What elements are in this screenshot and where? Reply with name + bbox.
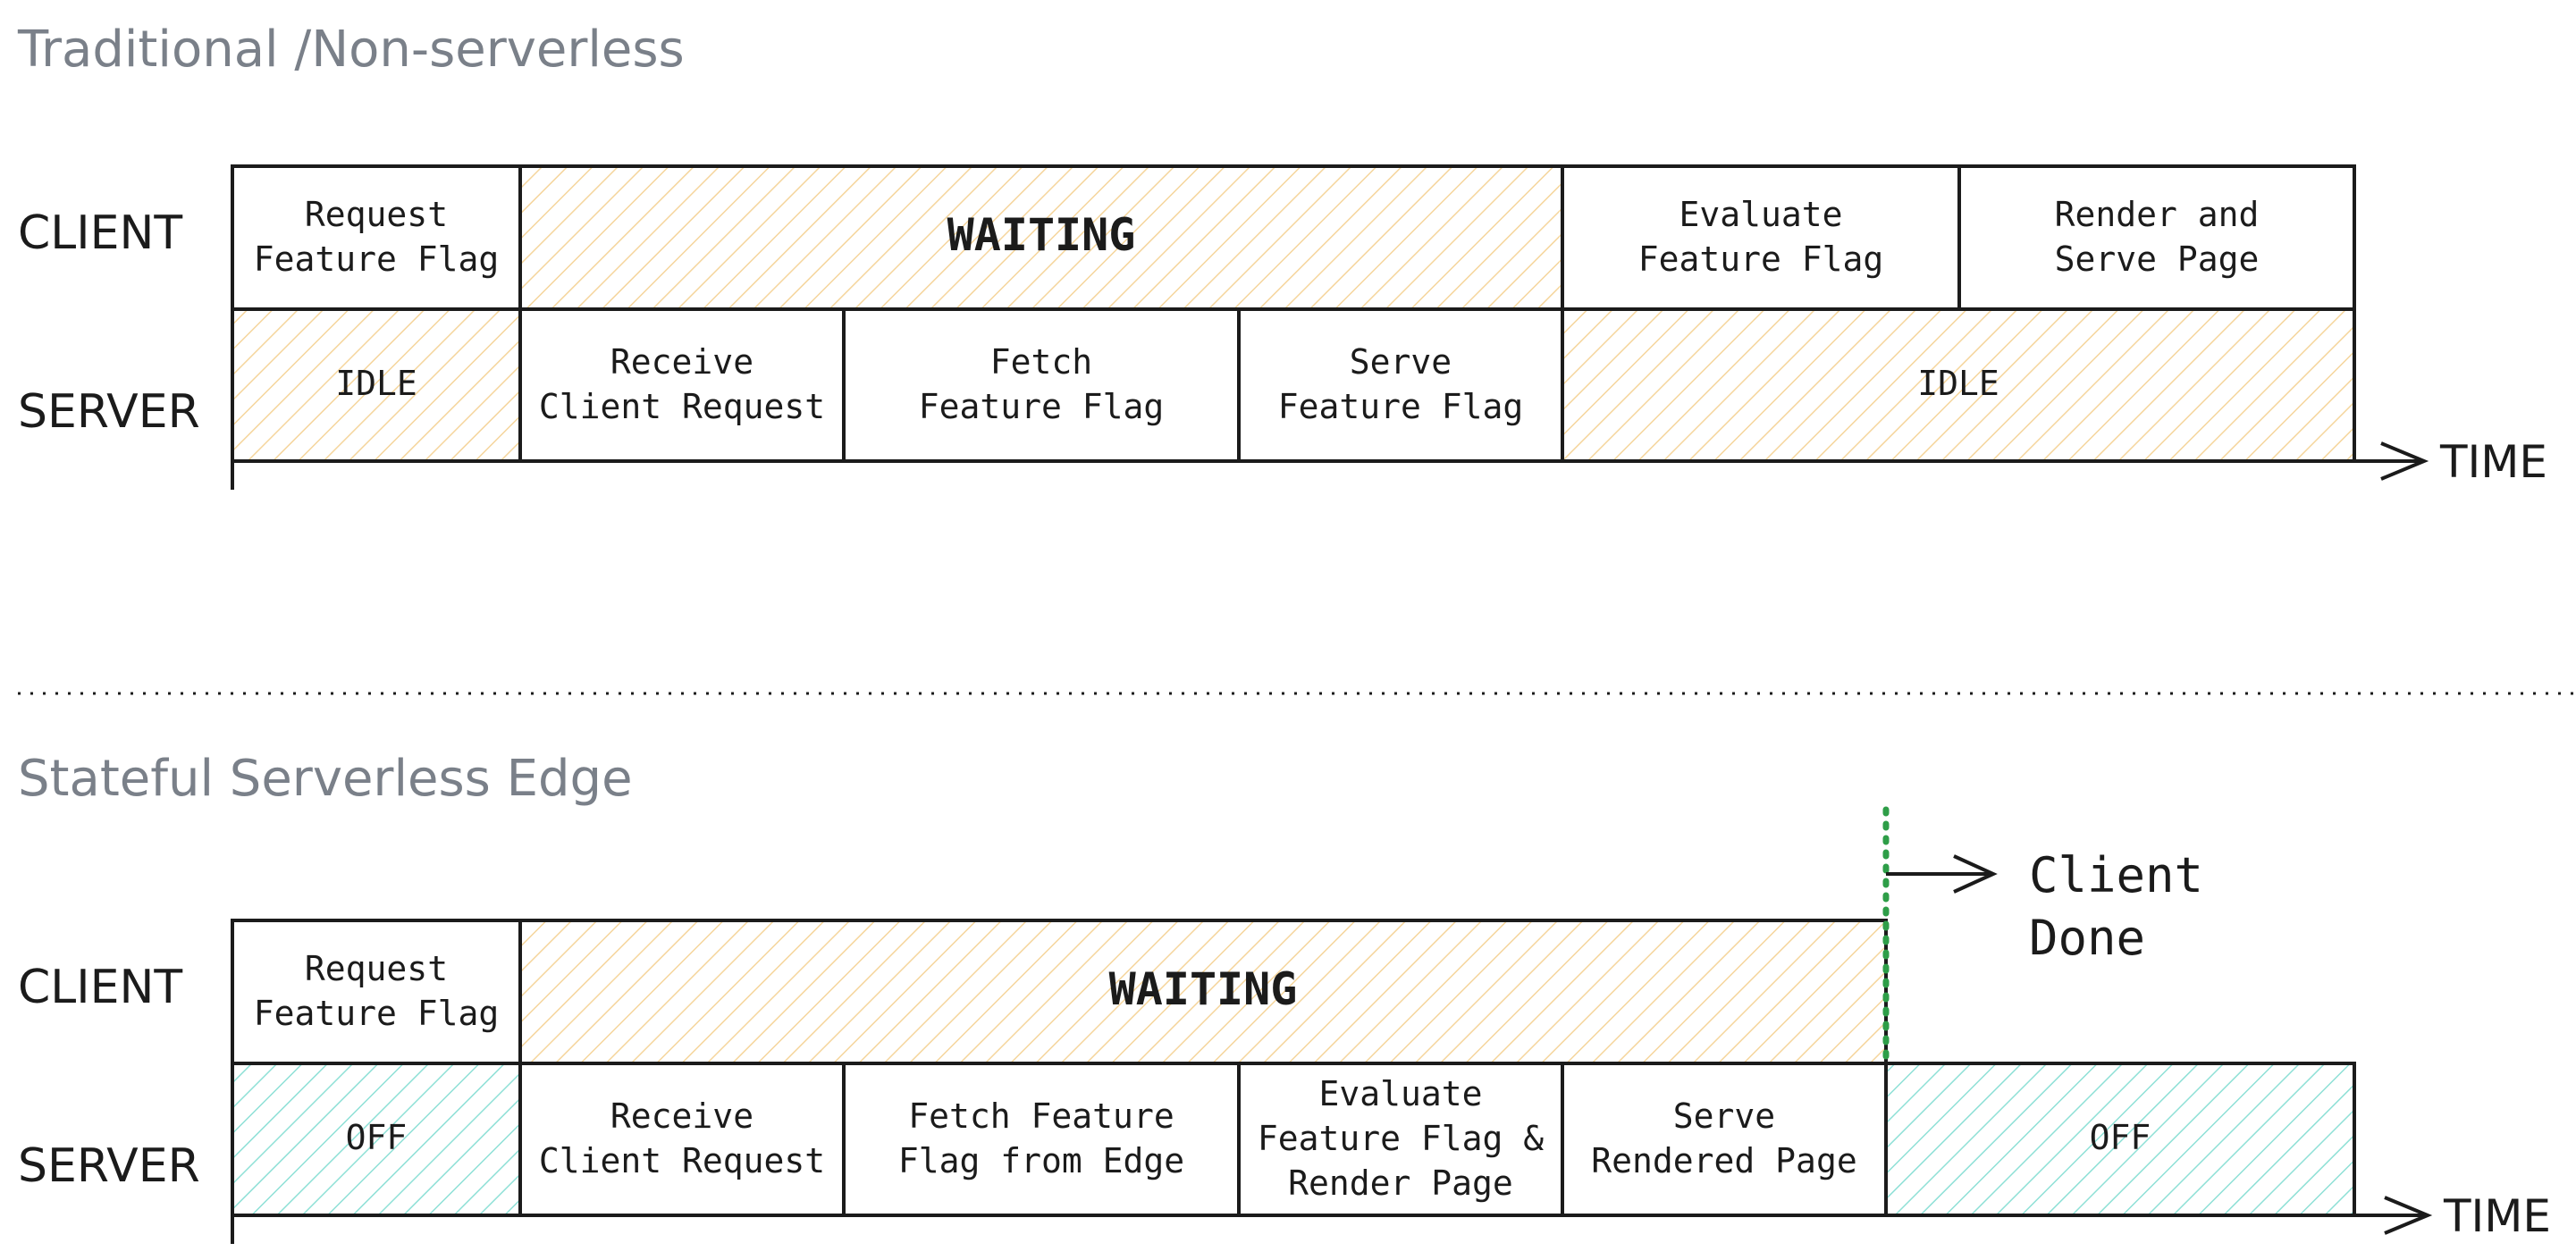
cell-receive-client-request: Receive Client Request [518, 307, 846, 463]
cell-fetch-feature-flag: Fetch Feature Flag [842, 307, 1241, 463]
cell-line: Client Request [539, 1141, 825, 1180]
cell-idle: IDLE [231, 307, 522, 463]
cell-line: Feature Flag [1278, 387, 1524, 426]
serverless-edge-diagram: Stateful Serverless Edge CLIENT SERVER R… [18, 750, 2551, 1244]
svg-text:Feature Flag: Feature Flag [254, 239, 500, 279]
cell-line: Serve Page [2055, 239, 2260, 279]
cell-line: Feature Flag [919, 387, 1165, 426]
cell-line: Rendered Page [1591, 1141, 1856, 1180]
cell-line: Feature Flag [254, 994, 500, 1033]
svg-text:Receive: Receive [610, 1096, 753, 1136]
svg-text:Render Page: Render Page [1288, 1163, 1513, 1203]
svg-text:Request: Request [305, 195, 448, 234]
cell-line: Evaluate [1318, 1074, 1482, 1113]
svg-text:Request: Request [305, 949, 448, 988]
svg-text:Fetch Feature: Fetch Feature [908, 1096, 1174, 1136]
client-row-label: CLIENT [18, 961, 182, 1014]
svg-text:Client Request: Client Request [539, 1141, 825, 1180]
off-label: OFF [346, 1118, 408, 1157]
arrow-right-icon [2380, 441, 2429, 481]
cell-line: Receive [610, 342, 753, 382]
cell-line: Feature Flag [1638, 239, 1884, 279]
cell-request-feature-flag: Request Feature Flag [231, 164, 522, 311]
svg-text:Feature Flag &: Feature Flag & [1258, 1119, 1544, 1158]
server-row-label: SERVER [18, 1139, 200, 1193]
cell-line: Serve [1350, 342, 1452, 382]
svg-text:Client Request: Client Request [539, 387, 825, 426]
cell-evaluate-feature-flag: Evaluate Feature Flag [1561, 164, 1961, 311]
server-row-label: SERVER [18, 385, 200, 439]
client-row-label: CLIENT [18, 206, 182, 260]
off-label: OFF [2090, 1118, 2151, 1157]
svg-text:Fetch: Fetch [990, 342, 1092, 382]
cell-line: Fetch [990, 342, 1092, 382]
svg-text:Serve: Serve [1673, 1096, 1775, 1136]
cell-receive-client-request: Receive Client Request [518, 1062, 846, 1217]
svg-text:Receive: Receive [610, 342, 753, 382]
time-label: TIME [2439, 436, 2547, 488]
server-row: OFF Receive Client Request Fetch Feature… [231, 1062, 2356, 1217]
svg-text:Feature Flag: Feature Flag [1278, 387, 1524, 426]
arrow-right-icon [2384, 1196, 2433, 1235]
time-axis: TIME [231, 309, 2547, 490]
cell-serve-rendered-page: Serve Rendered Page [1561, 1062, 1888, 1217]
cell-line: Request [305, 949, 448, 988]
cell-line: Client Request [539, 387, 825, 426]
server-row: IDLE Receive Client Request Fetch Featur… [231, 307, 2356, 463]
svg-text:Rendered Page: Rendered Page [1591, 1141, 1856, 1180]
cell-line: Evaluate [1679, 195, 1842, 234]
cell-line: Fetch Feature [908, 1096, 1174, 1136]
section-title-traditional: Traditional /Non-serverless [17, 21, 685, 79]
svg-text:Feature Flag: Feature Flag [919, 387, 1165, 426]
client-done-marker: Client Done [1882, 806, 2203, 1067]
cell-off: OFF [231, 1062, 522, 1217]
cell-off: OFF [1884, 1062, 2356, 1217]
annotation-line: Done [2029, 910, 2145, 966]
svg-text:Serve Page: Serve Page [2055, 239, 2260, 279]
cell-line: Receive [610, 1096, 753, 1136]
cell-request-feature-flag: Request Feature Flag [231, 919, 522, 1065]
idle-label: IDLE [335, 364, 417, 403]
cell-render-and-serve-page: Render and Serve Page [1957, 164, 2356, 311]
cell-evaluate-and-render: Evaluate Feature Flag & Render Page [1237, 1062, 1564, 1217]
svg-text:Serve: Serve [1350, 342, 1452, 382]
client-row: Request Feature Flag WAITING [231, 919, 1888, 1065]
svg-text:Flag from Edge: Flag from Edge [898, 1141, 1184, 1180]
cell-waiting: WAITING [518, 919, 1888, 1065]
arrow-right-icon [1953, 854, 1998, 894]
cell-line: Render and [2055, 195, 2260, 234]
svg-text:Evaluate: Evaluate [1679, 195, 1842, 234]
cell-line: Request [305, 195, 448, 234]
traditional-diagram: Traditional /Non-serverless CLIENT SERVE… [17, 21, 2547, 490]
cell-line: Serve [1673, 1096, 1775, 1136]
time-label: TIME [2443, 1190, 2551, 1242]
waiting-label: WAITING [947, 209, 1136, 261]
time-axis: TIME [231, 1063, 2551, 1244]
cell-serve-feature-flag: Serve Feature Flag [1237, 307, 1564, 463]
cell-line: Feature Flag [254, 239, 500, 279]
svg-text:Evaluate: Evaluate [1318, 1074, 1482, 1113]
waiting-label: WAITING [1109, 963, 1298, 1015]
cell-line: Flag from Edge [898, 1141, 1184, 1180]
cell-line: Feature Flag & [1258, 1119, 1544, 1158]
cell-idle: IDLE [1561, 307, 2356, 463]
cell-line: Render Page [1288, 1163, 1513, 1203]
idle-label: IDLE [1917, 364, 1999, 403]
cell-fetch-feature-flag-from-edge: Fetch Feature Flag from Edge [842, 1062, 1241, 1217]
cell-waiting: WAITING [518, 164, 1564, 311]
svg-text:Feature Flag: Feature Flag [254, 994, 500, 1033]
svg-text:Feature Flag: Feature Flag [1638, 239, 1884, 279]
svg-text:Render and: Render and [2055, 195, 2260, 234]
client-row: Request Feature Flag WAITING Evaluate Fe… [231, 164, 2356, 311]
section-title-serverless: Stateful Serverless Edge [18, 750, 633, 808]
annotation-line: Client [2029, 847, 2203, 903]
